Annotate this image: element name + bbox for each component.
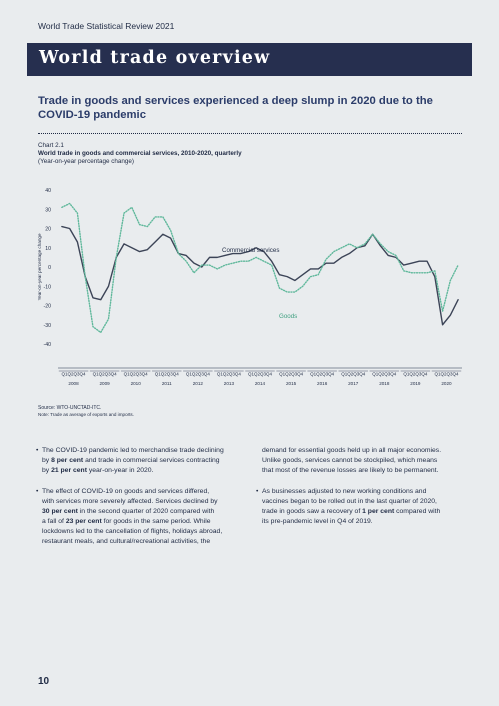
x-tick-label: Q1Q2Q3Q4 [186,372,211,377]
y-tick-label: 40 [45,188,51,194]
y-tick-label: 30 [45,207,51,213]
y-tick-label: -10 [44,284,52,290]
chart-label: Chart 2.1 [38,142,64,149]
bullet-line: trade in goods saw a recovery of 1 per c… [262,508,441,515]
bullet-line: restaurant meals, and cultural/recreatio… [42,538,211,545]
x-year-label: 2013 [224,381,235,386]
x-year-label: 2016 [317,381,328,386]
x-tick-label: Q1Q2Q3Q4 [279,372,304,377]
bullet-icon: • [36,447,39,454]
dotted-divider [38,133,462,134]
chart-note: Note: Trade as average of exports and im… [38,412,135,417]
bullet-icon: • [36,488,39,495]
chart-source: Source: WTO-UNCTAD-ITC. [38,405,102,411]
x-year-label: 2014 [255,381,266,386]
x-tick-label: Q1Q2Q3Q4 [434,372,459,377]
x-tick-label: Q1Q2Q3Q4 [93,372,118,377]
bullet-line: its pre-pandemic level in Q4 of 2019. [262,518,373,525]
x-tick-label: Q1Q2Q3Q4 [310,372,335,377]
x-year-label: 2018 [379,381,390,386]
x-year-label: 2009 [99,381,110,386]
bullet-line: that most of the revenue losses are like… [262,467,439,474]
x-tick-label: Q1Q2Q3Q4 [372,372,397,377]
bullet-line: The COVID-19 pandemic led to merchandise… [42,447,224,454]
y-tick-label: 0 [48,265,51,271]
bullet-line: a fall of 23 per cent for goods in the s… [42,518,211,525]
x-year-label: 2017 [348,381,359,386]
bullet-line: 30 per cent in the second quarter of 202… [42,508,215,515]
section-title: World trade overview [39,48,271,68]
bullet-line: demand for essential goods held up in al… [262,447,442,454]
bullet-line: by 8 per cent and trade in commercial se… [42,457,220,464]
bullet-icon: • [256,488,259,495]
bullet-line: As businesses adjusted to new working co… [262,488,427,495]
bullet-line: vaccines began to be rolled out in the l… [262,498,437,505]
y-tick-label: 10 [45,246,51,252]
x-year-label: 2011 [162,381,172,386]
commercial-services-series-line [61,225,459,326]
x-year-label: 2020 [441,381,452,386]
series-annotation: Goods [279,313,297,320]
x-tick-label: Q1Q2Q3Q4 [248,372,273,377]
y-tick-label: -20 [44,304,52,310]
bullet-line: with services more severely affected. Se… [42,498,218,505]
y-tick-label: 20 [45,227,51,233]
x-tick-label: Q1Q2Q3Q4 [155,372,180,377]
page-headline: Trade in goods and services experienced … [38,95,433,121]
y-tick-label: -40 [44,342,52,348]
page-number: 10 [38,676,50,687]
x-year-label: 2015 [286,381,297,386]
x-tick-label: Q1Q2Q3Q4 [217,372,242,377]
bullet-line: Unlike goods, services cannot be stockpi… [262,457,438,464]
goods-series-line [61,202,459,334]
x-tick-label: Q1Q2Q3Q4 [341,372,366,377]
bullet-line: The effect of COVID-19 on goods and serv… [42,488,210,495]
x-tick-label: Q1Q2Q3Q4 [403,372,428,377]
x-tick-label: Q1Q2Q3Q4 [124,372,149,377]
y-axis-label: Year-on-year percentage change [37,233,42,300]
bullet-line: lockdowns led to the cancellation of fli… [42,528,223,535]
x-year-label: 2008 [68,381,79,386]
chart-subtitle: (Year-on-year percentage change) [38,158,135,165]
series-annotation: Commercial services [222,247,279,254]
bullet-point: • The COVID-19 pandemic led to merchandi… [36,446,252,476]
x-year-label: 2010 [131,381,142,386]
x-tick-label: Q1Q2Q3Q4 [62,372,87,377]
running-header: World Trade Statistical Review 2021 [38,21,175,31]
bullet-line: by 21 per cent year-on-year in 2020. [42,467,154,474]
x-year-label: 2019 [410,381,421,386]
bullet-point: • The effect of COVID-19 on goods and se… [36,487,252,547]
bullet-point: • As businesses adjusted to new working … [256,487,472,527]
x-year-label: 2012 [193,381,204,386]
y-tick-label: -30 [44,323,52,329]
chart-title: World trade in goods and commercial serv… [38,150,242,157]
section-banner: World trade overview [27,43,472,76]
bullet-continuation: demand for essential goods held up in al… [262,446,472,476]
